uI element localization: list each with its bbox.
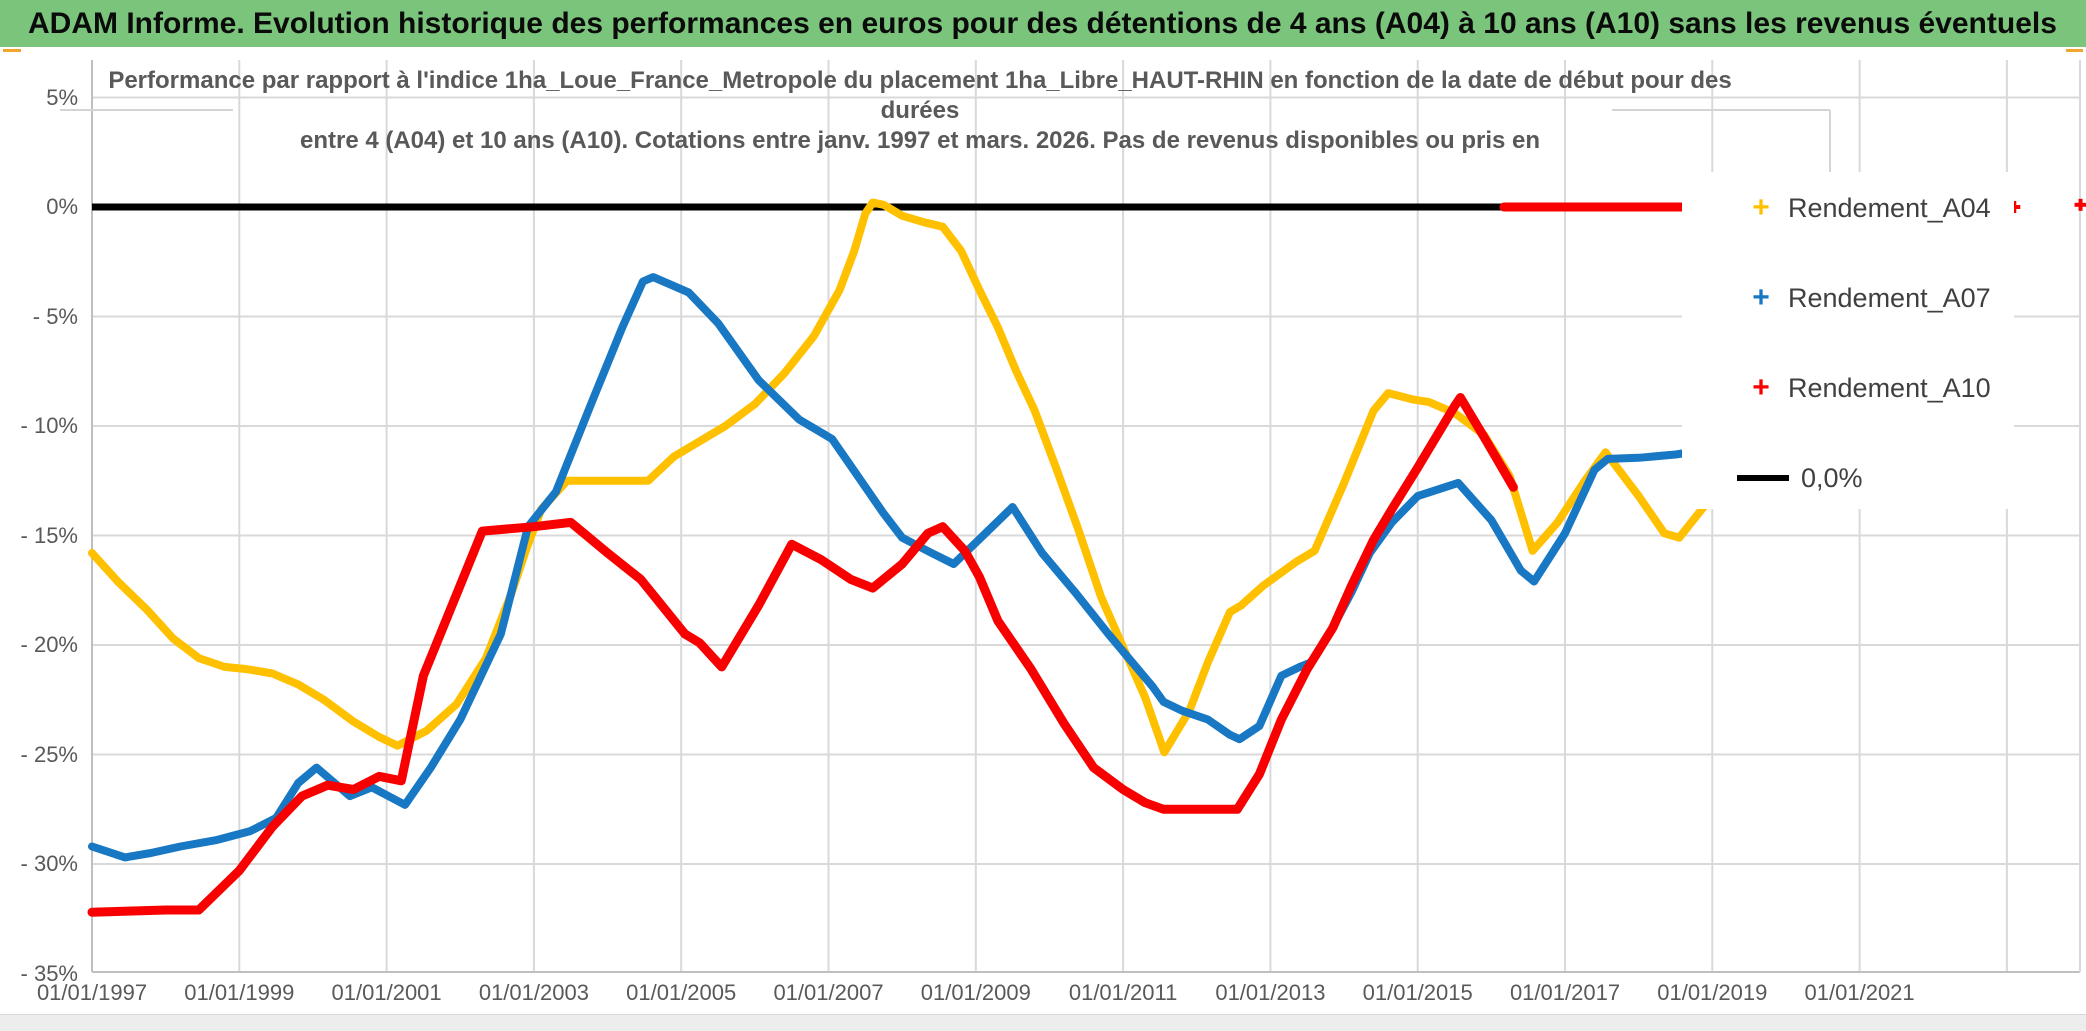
plot-area [60, 60, 2086, 973]
legend-item-rendement-a07[interactable]: + Rendement_A07 [1682, 281, 1991, 315]
line-sample-icon [1737, 475, 1789, 481]
window-title: ADAM Informe. Evolution historique des p… [28, 6, 2057, 40]
plus-marker-icon: + [1752, 191, 1770, 224]
x-axis-tick-label: 01/01/2019 [1657, 980, 1768, 1005]
x-axis-tick-label: 01/01/2011 [1068, 980, 1178, 1005]
legend-item-rendement-a04[interactable]: + Rendement_A04 [1682, 191, 1991, 225]
y-axis-tick-label: - 35% [20, 960, 78, 986]
window-title-bar: ADAM Informe. Evolution historique des p… [0, 0, 2086, 47]
legend-label: Rendement_A10 [1788, 372, 1991, 403]
x-axis-tick-label: 01/01/2021 [1804, 980, 1915, 1005]
x-axis-tick-label: 01/01/2001 [331, 980, 442, 1005]
series-line-rendement-a07[interactable] [88, 273, 1720, 862]
legend[interactable]: + Rendement_A04 + Rendement_A07 + Rendem… [1682, 172, 2014, 509]
x-axis-tick-label: 01/01/2009 [920, 980, 1031, 1005]
legend-label: Rendement_A04 [1788, 192, 1991, 223]
legend-item-rendement-a10[interactable]: + Rendement_A10 [1682, 371, 1991, 405]
chart-title-line-2: durées [880, 97, 960, 124]
chart-title-line-3: entre 4 (A04) et 10 ans (A10). Cotations… [299, 127, 1541, 154]
x-axis-tick-label: 01/01/2013 [1215, 980, 1326, 1005]
x-axis-tick-label: 01/01/2007 [773, 980, 884, 1005]
x-axis-tick-label: 01/01/1997 [36, 980, 148, 1005]
y-axis-tick-label: - 5% [32, 303, 78, 329]
legend-label: Rendement_A07 [1788, 282, 1991, 313]
legend-item-zero-line[interactable]: 0,0% [1682, 461, 1863, 495]
plus-marker-icon: + [1752, 371, 1770, 404]
y-axis-tick-label: - 20% [20, 632, 78, 657]
x-axis-tick-label: 01/01/1999 [184, 980, 295, 1005]
legend-label: 0,0% [1801, 462, 1863, 493]
y-axis-tick-label: 0% [46, 194, 78, 219]
series-line-rendement-a10[interactable] [87, 393, 1518, 917]
y-axis-tick-label: - 10% [20, 413, 78, 438]
chart-title: Performance par rapport à l'indice 1ha_L… [40, 66, 1800, 156]
plus-marker-icon: + [1752, 281, 1770, 314]
y-axis-tick-label: 5% [46, 84, 78, 110]
x-axis-tick-label: 01/01/2005 [626, 980, 737, 1005]
x-axis-tick-label: 01/01/2003 [478, 980, 589, 1005]
status-strip [0, 1014, 2086, 1031]
y-axis-tick-label: - 15% [20, 522, 78, 548]
series-line-rendement-a04[interactable] [88, 198, 1772, 757]
y-axis-tick-label: - 25% [20, 741, 78, 767]
x-axis-tick-label: 01/01/2015 [1362, 980, 1473, 1005]
chart-canvas: Performance par rapport à l'indice 1ha_L… [0, 52, 2086, 1014]
chart-title-line-1: Performance par rapport à l'indice 1ha_L… [108, 67, 1732, 94]
x-axis-tick-label: 01/01/2017 [1509, 980, 1621, 1005]
y-axis-tick-label: - 30% [20, 851, 78, 876]
